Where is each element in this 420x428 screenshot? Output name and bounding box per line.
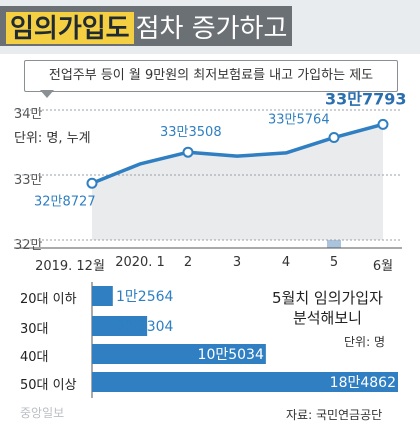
bar-value-1: 3만3304 [116,319,174,335]
x-tick-5: 5 [329,255,339,270]
bar-chart-title-line1: 5월치 임의가입자 [272,289,383,307]
bar-category-0: 20대 이하 [20,292,77,307]
line-area-fill [92,124,383,240]
page-title: 임의가입도 점차 증가하고 [10,14,287,44]
data-label-6: 33만7793 [325,89,407,108]
bar-chart-title: 5월치 임의가입자 분석해보니 [272,288,383,328]
y-tick-33: 33만 [14,173,43,188]
subtitle-pointer [40,90,54,98]
logo: 중앙일보 [20,406,65,420]
data-point-2 [182,146,194,158]
bar-chart-title-line2: 분석해보니 [292,309,362,327]
bar-category-1: 30대 [20,322,49,337]
subtitle-box: 전업주부 등이 월 9만원의 최저보험료를 내고 가입하는 제도 [24,60,398,92]
x-tick-3: 3 [232,255,242,270]
bar-2 [92,344,266,364]
data-label-2: 33만3508 [160,125,222,140]
bar-value-0: 1만2564 [116,289,174,305]
data-label-5: 33만5764 [268,113,330,128]
title-highlight-box [6,12,134,44]
x-tick-0: 2019. 12월 [35,259,105,274]
bar-3 [92,372,398,392]
bar-1 [92,316,148,336]
y-tick-32: 32만 [14,238,43,253]
data-point-5 [328,132,340,144]
title-rest: 점차 증가하고 [135,14,288,44]
bar-value-3: 18만4862 [330,375,396,391]
bar-chart-unit: 단위: 명 [344,335,385,349]
x-tick-4: 4 [281,255,291,270]
bar-value-2: 10만5034 [198,347,264,363]
bar-category-2: 40대 [20,350,49,365]
x-tick-2: 2 [183,255,193,270]
bar-category-3: 50대 이상 [20,378,77,393]
y-tick-34: 34만 [14,107,43,122]
source-note: 자료: 국민연금공단 [286,408,383,422]
data-point-6 [377,118,389,130]
bar-0 [92,286,113,306]
title-highlight: 임의가입도 [10,14,130,44]
data-point-0 [86,177,98,189]
x-tick-6: 6월 [372,259,394,274]
line-chart-unit: 단위: 명, 누계 [14,131,91,146]
subtitle: 전업주부 등이 월 9만원의 최저보험료를 내고 가입하는 제도 [48,68,374,83]
x-tick-1: 2020. 1 [115,255,165,270]
data-label-0: 32만8727 [34,194,96,209]
